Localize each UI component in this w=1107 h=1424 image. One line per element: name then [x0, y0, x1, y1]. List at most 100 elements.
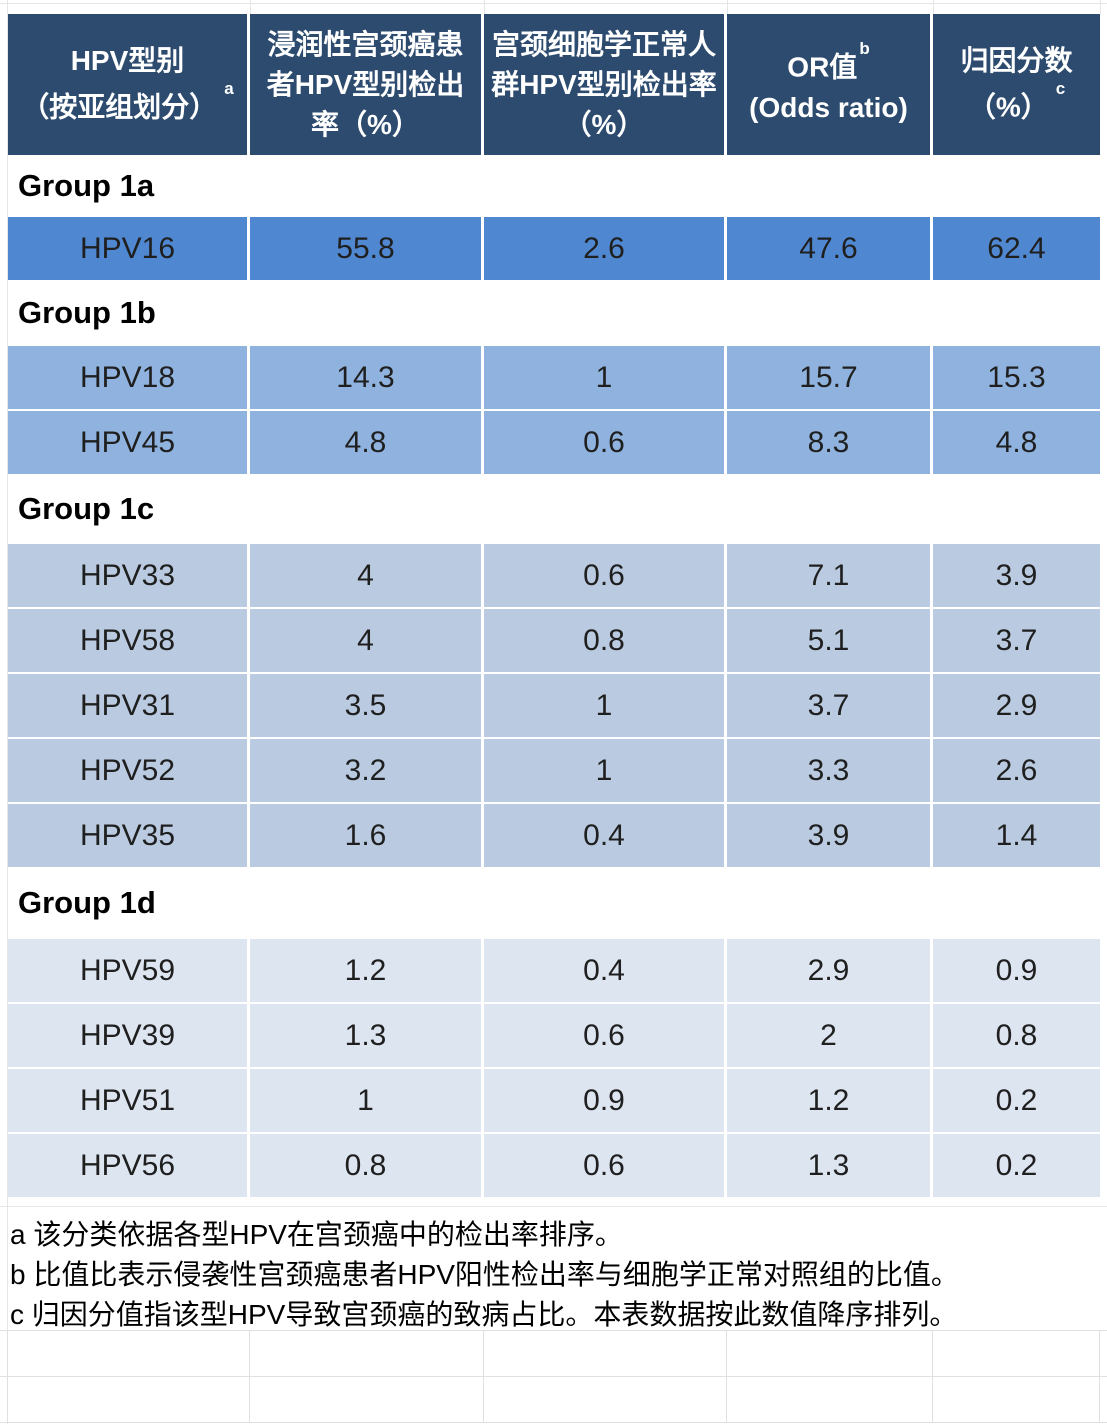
group-1c-rows: HPV33 4 0.6 7.1 3.9 HPV58 4 0.8 5.1 3.7 …: [8, 544, 1100, 867]
cell-hpv-type: HPV56: [8, 1134, 250, 1197]
group-label-1b: Group 1b: [18, 295, 156, 330]
cell-attributable-fraction: 15.3: [933, 346, 1100, 409]
cell-attributable-fraction: 0.8: [933, 1004, 1100, 1067]
cell-hpv-type: HPV33: [8, 544, 250, 607]
header-line: 浸润性宫颈癌患: [267, 25, 463, 65]
cell-hpv-type: HPV18: [8, 346, 250, 409]
empty-cell: [8, 1377, 250, 1422]
header-line: 率（%）: [311, 105, 420, 145]
group-1d-rows: HPV59 1.2 0.4 2.9 0.9 HPV39 1.3 0.6 2 0.…: [8, 939, 1100, 1197]
cell-normal-rate: 0.6: [484, 411, 727, 474]
header-icc-detection-rate: 浸润性宫颈癌患 者HPV型别检出 率（%）: [250, 14, 484, 155]
cell-normal-rate: 1: [484, 739, 727, 802]
header-line: （%） c: [967, 79, 1066, 127]
header-text: 者HPV型别检出: [266, 68, 465, 100]
header-odds-ratio: OR值b (Odds ratio): [727, 14, 933, 155]
cell-icc-rate: 1.6: [250, 804, 484, 867]
cell-hpv-type: HPV51: [8, 1069, 250, 1132]
cell-hpv-type: HPV45: [8, 411, 250, 474]
cell-odds-ratio: 1.3: [727, 1134, 933, 1197]
cell-attributable-fraction: 0.2: [933, 1069, 1100, 1132]
cell-icc-rate: 4: [250, 609, 484, 672]
cell-hpv-type: HPV58: [8, 609, 250, 672]
header-line: HPV型别: [71, 41, 185, 81]
cell-icc-rate: 3.2: [250, 739, 484, 802]
cell-hpv-type: HPV59: [8, 939, 250, 1002]
group-1a-rows: HPV16 55.8 2.6 47.6 62.4: [8, 217, 1100, 280]
cell-normal-rate: 2.6: [484, 217, 727, 280]
gridline: [933, 0, 934, 14]
cell-icc-rate: 1.2: [250, 939, 484, 1002]
table-row-hpv18: HPV18 14.3 1 15.7 15.3: [8, 346, 1100, 409]
header-line: （%）: [564, 105, 645, 145]
cell-normal-rate: 0.4: [484, 939, 727, 1002]
gridline: [250, 0, 251, 14]
cell-hpv-type: HPV35: [8, 804, 250, 867]
footnote-marker-b: b: [859, 39, 870, 59]
group-label-1d: Group 1d: [18, 885, 156, 920]
gridline: [484, 0, 485, 14]
cell-normal-rate: 0.6: [484, 1134, 727, 1197]
group-1b-rows: HPV18 14.3 1 15.7 15.3 HPV45 4.8 0.6 8.3…: [8, 346, 1100, 474]
cell-odds-ratio: 8.3: [727, 411, 933, 474]
footnote-marker-c: c: [1055, 79, 1066, 99]
cell-icc-rate: 3.5: [250, 674, 484, 737]
cell-hpv-type: HPV52: [8, 739, 250, 802]
header-line: (Odds ratio): [749, 88, 908, 128]
header-line: OR值b: [787, 39, 870, 87]
cell-icc-rate: 4.8: [250, 411, 484, 474]
cell-odds-ratio: 3.3: [727, 739, 933, 802]
cell-hpv-type: HPV16: [8, 217, 250, 280]
cell-icc-rate: 4: [250, 544, 484, 607]
cell-icc-rate: 55.8: [250, 217, 484, 280]
header-text: （按亚组划分）: [21, 91, 218, 123]
table-row-hpv35: HPV35 1.6 0.4 3.9 1.4: [8, 804, 1100, 867]
cell-hpv-type: HPV39: [8, 1004, 250, 1067]
header-text: （%）: [967, 91, 1049, 123]
cell-normal-rate: 1: [484, 674, 727, 737]
empty-cell: [484, 1377, 727, 1422]
cell-normal-rate: 0.6: [484, 1004, 727, 1067]
cell-normal-rate: 0.6: [484, 544, 727, 607]
gridline: [1100, 0, 1101, 14]
cell-attributable-fraction: 2.6: [933, 739, 1100, 802]
header-line: 群HPV型别检出率: [491, 65, 717, 105]
footnote-a: a 该分类依据各型HPV在宫颈癌中的检出率排序。: [10, 1219, 623, 1250]
cell-attributable-fraction: 4.8: [933, 411, 1100, 474]
cell-attributable-fraction: 0.2: [933, 1134, 1100, 1197]
cell-icc-rate: 1.3: [250, 1004, 484, 1067]
footnote-marker-a: a: [224, 79, 234, 99]
empty-cell: [484, 1331, 727, 1376]
gridline: [0, 1197, 1107, 1207]
footnote-b: b 比值比表示侵袭性宫颈癌患者HPV阳性检出率与细胞学正常对照组的比值。: [10, 1259, 959, 1290]
cell-icc-rate: 14.3: [250, 346, 484, 409]
header-text: OR值: [787, 51, 858, 83]
header-line: 者HPV型别检出: [267, 65, 465, 105]
empty-cell: [0, 1331, 8, 1376]
table-row-hpv39: HPV39 1.3 0.6 2 0.8: [8, 1004, 1100, 1067]
header-hpv-type: HPV型别 （按亚组划分） a: [8, 14, 250, 155]
hpv-data-table: HPV型别 （按亚组划分） a 浸润性宫颈癌患 者HPV型别检出 率（%） 宫颈细…: [0, 14, 1107, 1330]
empty-cell: [933, 1331, 1100, 1376]
cell-odds-ratio: 3.9: [727, 804, 933, 867]
cell-odds-ratio: 47.6: [727, 217, 933, 280]
header-text: 归因分数: [960, 45, 1073, 77]
cell-odds-ratio: 1.2: [727, 1069, 933, 1132]
empty-cell: [8, 1331, 250, 1376]
header-text: 群HPV型别检出率: [491, 68, 717, 100]
cell-normal-rate: 0.8: [484, 609, 727, 672]
cell-icc-rate: 1: [250, 1069, 484, 1132]
table-header-row: HPV型别 （按亚组划分） a 浸润性宫颈癌患 者HPV型别检出 率（%） 宫颈细…: [8, 14, 1100, 155]
header-text: 率（%）: [311, 108, 420, 140]
header-text: （%）: [563, 108, 645, 140]
table-row-hpv16: HPV16 55.8 2.6 47.6 62.4: [8, 217, 1100, 280]
table-row-hpv59: HPV59 1.2 0.4 2.9 0.9: [8, 939, 1100, 1002]
cell-attributable-fraction: 2.9: [933, 674, 1100, 737]
cell-odds-ratio: 5.1: [727, 609, 933, 672]
empty-grid-row: [0, 1377, 1107, 1423]
empty-cell: [0, 1377, 8, 1422]
empty-cell: [250, 1377, 484, 1422]
table-row-hpv52: HPV52 3.2 1 3.3 2.6: [8, 739, 1100, 802]
cell-odds-ratio: 2.9: [727, 939, 933, 1002]
